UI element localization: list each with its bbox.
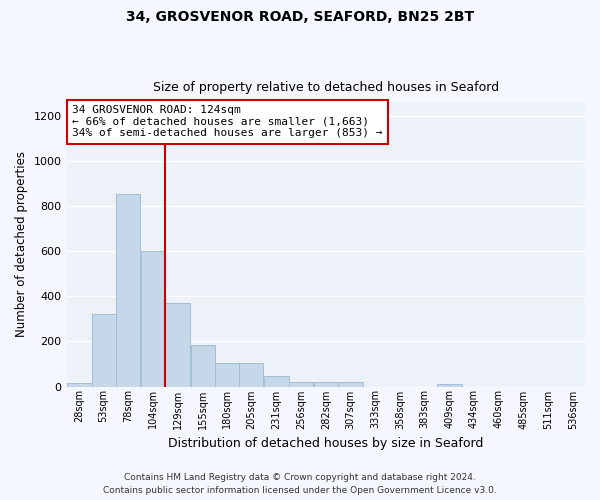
X-axis label: Distribution of detached houses by size in Seaford: Distribution of detached houses by size … bbox=[169, 437, 484, 450]
Title: Size of property relative to detached houses in Seaford: Size of property relative to detached ho… bbox=[153, 81, 499, 94]
Bar bbox=[338, 382, 362, 386]
Bar bbox=[116, 194, 140, 386]
Bar bbox=[92, 314, 116, 386]
Bar bbox=[265, 376, 289, 386]
Bar bbox=[239, 363, 263, 386]
Text: 34 GROSVENOR ROAD: 124sqm
← 66% of detached houses are smaller (1,663)
34% of se: 34 GROSVENOR ROAD: 124sqm ← 66% of detac… bbox=[73, 105, 383, 138]
Text: Contains HM Land Registry data © Crown copyright and database right 2024.
Contai: Contains HM Land Registry data © Crown c… bbox=[103, 474, 497, 495]
Text: 34, GROSVENOR ROAD, SEAFORD, BN25 2BT: 34, GROSVENOR ROAD, SEAFORD, BN25 2BT bbox=[126, 10, 474, 24]
Bar bbox=[166, 303, 190, 386]
Bar bbox=[215, 363, 239, 386]
Y-axis label: Number of detached properties: Number of detached properties bbox=[15, 152, 28, 338]
Bar bbox=[67, 383, 92, 386]
Bar bbox=[141, 251, 166, 386]
Bar bbox=[314, 382, 338, 386]
Bar bbox=[437, 384, 461, 386]
Bar bbox=[191, 345, 215, 387]
Bar bbox=[289, 382, 313, 386]
